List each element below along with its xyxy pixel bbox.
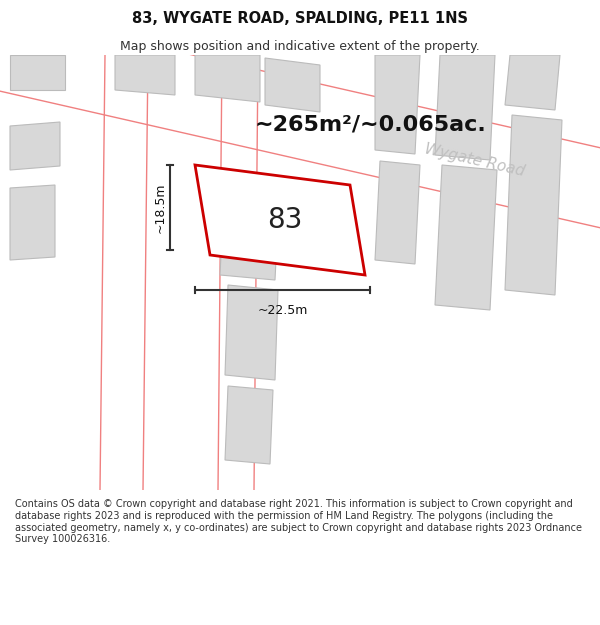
Text: ~22.5m: ~22.5m (257, 304, 308, 317)
Polygon shape (265, 58, 320, 112)
Polygon shape (10, 185, 55, 260)
Polygon shape (195, 55, 260, 102)
Polygon shape (435, 55, 495, 160)
Polygon shape (505, 55, 560, 110)
Polygon shape (225, 285, 278, 380)
Polygon shape (435, 165, 497, 310)
Text: ~18.5m: ~18.5m (154, 182, 167, 232)
Polygon shape (505, 115, 562, 295)
Polygon shape (195, 165, 365, 275)
Text: 83: 83 (268, 206, 302, 234)
Polygon shape (100, 55, 148, 490)
Polygon shape (10, 55, 65, 90)
Polygon shape (115, 55, 175, 95)
Text: Wygate R: Wygate R (224, 182, 286, 208)
Polygon shape (375, 55, 420, 154)
Text: 83, WYGATE ROAD, SPALDING, PE11 1NS: 83, WYGATE ROAD, SPALDING, PE11 1NS (132, 11, 468, 26)
Text: ~265m²/~0.065ac.: ~265m²/~0.065ac. (255, 115, 487, 135)
Polygon shape (220, 215, 278, 280)
Polygon shape (10, 122, 60, 170)
Text: Wygate Road: Wygate Road (424, 141, 527, 179)
Text: Map shows position and indicative extent of the property.: Map shows position and indicative extent… (120, 39, 480, 52)
Polygon shape (218, 55, 258, 490)
Polygon shape (225, 386, 273, 464)
Polygon shape (375, 161, 420, 264)
Polygon shape (0, 10, 600, 230)
Text: Contains OS data © Crown copyright and database right 2021. This information is : Contains OS data © Crown copyright and d… (15, 499, 582, 544)
